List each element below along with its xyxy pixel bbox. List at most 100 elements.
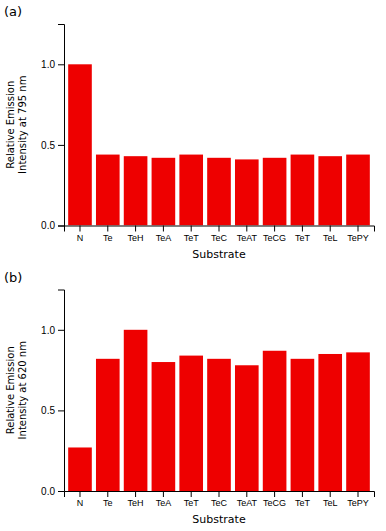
bar bbox=[152, 158, 176, 226]
tick-label: 0.5 bbox=[41, 140, 55, 151]
tick-label: TeC bbox=[211, 498, 228, 508]
tick: 1.0 bbox=[41, 325, 64, 336]
tick-label: TeT bbox=[295, 233, 311, 243]
tick: TeL bbox=[323, 491, 338, 508]
bar bbox=[346, 155, 370, 226]
tick-mark bbox=[191, 491, 192, 497]
y-axis-title: Relative EmissionIntensity at 620 nm bbox=[5, 341, 28, 439]
tick-mark bbox=[107, 491, 108, 497]
tick: N bbox=[77, 226, 84, 243]
bar bbox=[96, 155, 120, 226]
panel: 0.00.51.0NTeTeHTeATeTTeCTeATTeCGTeTTeLTe… bbox=[4, 4, 375, 261]
plot-area: 0.00.51.0NTeTeHTeATeTTeCTeATTeCGTeTTeLTe… bbox=[41, 25, 374, 243]
tick-mark bbox=[79, 491, 80, 497]
figure: 0.0 0.5 1.0 N Te TeH TeA TeT TeC TeAT TeCG TeT TeL Te… bbox=[0, 0, 386, 531]
tick-label: 0.5 bbox=[41, 405, 55, 416]
x-axis-title: Substrate bbox=[192, 248, 246, 261]
tick: Te bbox=[103, 226, 113, 243]
panel-label: (b) bbox=[4, 270, 22, 285]
tick-mark bbox=[246, 226, 247, 232]
tick-mark bbox=[107, 226, 108, 232]
tick: TeA bbox=[156, 226, 172, 243]
tick-label: TeA bbox=[156, 498, 172, 508]
tick-label: TeT bbox=[184, 498, 200, 508]
tick: TeAT bbox=[237, 491, 258, 508]
axis-line bbox=[58, 290, 65, 492]
tick: 0.5 bbox=[41, 405, 64, 416]
tick-mark bbox=[163, 491, 164, 497]
tick-mark bbox=[330, 491, 331, 497]
tick-label: TeH bbox=[128, 233, 144, 243]
tick: TeCG bbox=[263, 491, 286, 508]
tick-mark bbox=[302, 226, 303, 232]
y-axis: 0.00.51.0 bbox=[41, 25, 64, 232]
tick-label: TeC bbox=[211, 233, 228, 243]
bar bbox=[263, 351, 287, 491]
bars bbox=[68, 64, 370, 225]
tick-label: TeL bbox=[323, 233, 338, 243]
tick-label: TePY bbox=[347, 233, 369, 243]
tick-mark bbox=[246, 491, 247, 497]
tick: 0.0 bbox=[41, 486, 64, 497]
tick-mark bbox=[219, 491, 220, 497]
tick-mark bbox=[163, 226, 164, 232]
tick: TeH bbox=[128, 491, 144, 508]
tick-label: N bbox=[77, 498, 84, 508]
plot-area: 0.00.51.0NTeTeHTeATeTTeCTeATTeCGTeTTeLTe… bbox=[41, 290, 374, 508]
tick: TeA bbox=[156, 491, 172, 508]
x-axis-title: Substrate bbox=[192, 513, 246, 526]
tick-mark bbox=[135, 491, 136, 497]
tick: Te bbox=[103, 491, 113, 508]
bar bbox=[318, 156, 342, 225]
tick-label: 0.0 bbox=[41, 220, 55, 231]
tick-mark bbox=[58, 145, 64, 146]
tick-mark bbox=[58, 491, 64, 492]
bar bbox=[263, 158, 287, 226]
tick: TeC bbox=[211, 226, 228, 243]
bar bbox=[235, 159, 259, 225]
tick-mark bbox=[274, 491, 275, 497]
tick-mark bbox=[358, 226, 359, 232]
bars bbox=[68, 330, 370, 491]
tick: TeT bbox=[184, 226, 200, 243]
tick-mark bbox=[219, 226, 220, 232]
tick: TeAT bbox=[237, 226, 258, 243]
tick: TeH bbox=[128, 226, 144, 243]
tick: 0.5 bbox=[41, 140, 64, 151]
tick-label: 1.0 bbox=[41, 325, 55, 336]
bar bbox=[68, 447, 92, 491]
axis-line bbox=[65, 226, 375, 232]
y-axis: 0.0 0.5 1.0 bbox=[41, 290, 64, 497]
tick-label: TeL bbox=[323, 498, 338, 508]
tick-label: TeH bbox=[128, 498, 144, 508]
tick: N bbox=[77, 491, 84, 508]
tick-mark bbox=[302, 491, 303, 497]
bar bbox=[346, 352, 370, 491]
bar bbox=[179, 356, 203, 491]
tick-mark bbox=[58, 226, 64, 227]
tick-mark bbox=[191, 226, 192, 232]
bar bbox=[207, 359, 231, 491]
panel: 0.00.51.0NTeTeHTeATeTTeCTeATTeCGTeTTeLTe… bbox=[4, 270, 375, 527]
panel-label: (a) bbox=[4, 4, 22, 19]
bar bbox=[291, 155, 315, 226]
tick: TeT bbox=[295, 226, 311, 243]
tick-label: TeT bbox=[184, 233, 200, 243]
tick-label: Te bbox=[103, 233, 113, 243]
bar bbox=[318, 354, 342, 491]
bar bbox=[179, 155, 203, 226]
tick-label: TeA bbox=[156, 233, 172, 243]
tick: TeCG bbox=[263, 226, 286, 243]
x-axis: N Te TeH TeA TeT TeC TeAT TeCG TeT TeL TePY bbox=[65, 226, 375, 243]
tick-label: TeT bbox=[295, 498, 311, 508]
bar bbox=[291, 359, 315, 491]
tick-mark bbox=[274, 226, 275, 232]
axis-line bbox=[58, 25, 65, 227]
tick-label: 0.0 bbox=[41, 486, 55, 497]
tick: TeT bbox=[184, 491, 200, 508]
tick-label: Te bbox=[103, 498, 113, 508]
bar bbox=[207, 158, 231, 226]
tick-mark bbox=[135, 226, 136, 232]
x-axis: NTeTeHTeATeTTeCTeATTeCGTeTTeLTePY bbox=[65, 491, 375, 508]
tick: TePY bbox=[347, 226, 369, 243]
